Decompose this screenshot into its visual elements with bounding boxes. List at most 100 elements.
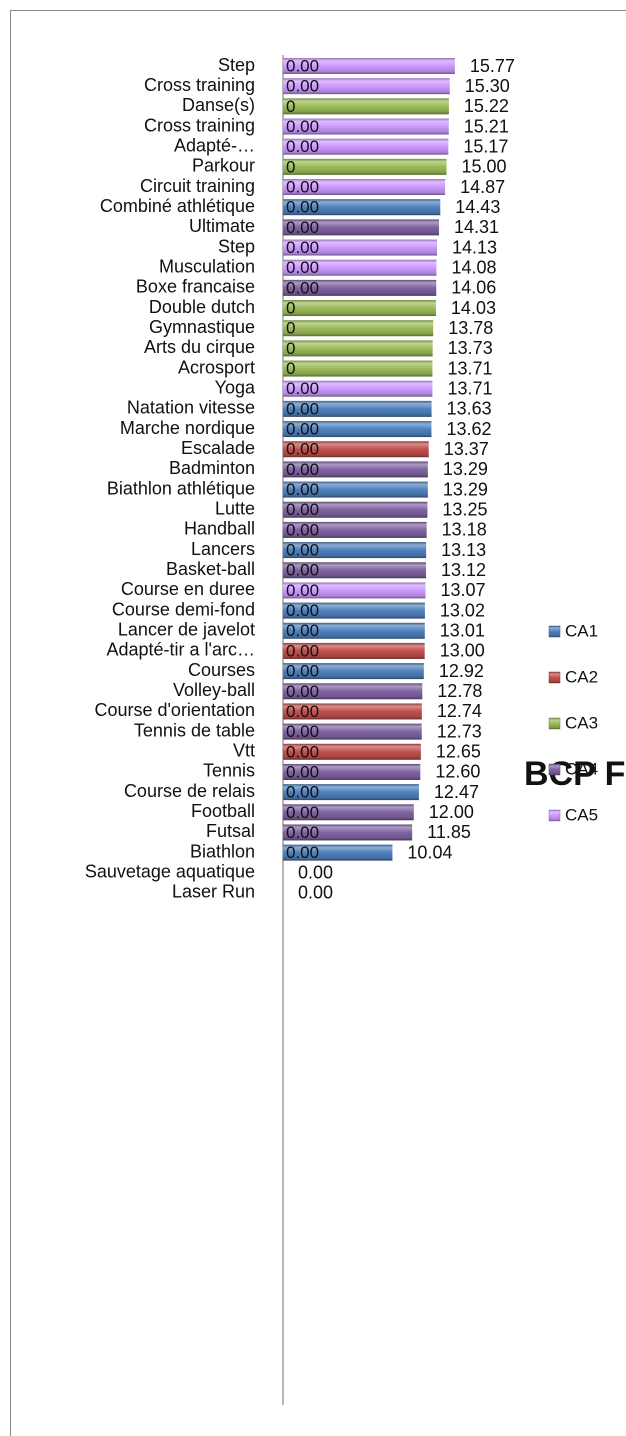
bar — [283, 279, 437, 296]
value-label: 13.25 — [442, 499, 487, 519]
bar-inner-label: 0.00 — [286, 117, 319, 136]
bar — [283, 663, 424, 680]
value-label: 13.73 — [448, 338, 493, 358]
category-label: Volley-ball — [173, 680, 255, 700]
bar-inner-label: 0.00 — [286, 762, 319, 781]
bar-inner-label: 0 — [286, 97, 295, 116]
bar — [283, 259, 437, 276]
bar — [283, 400, 432, 417]
category-label: Circuit training — [140, 176, 255, 196]
value-label: 12.47 — [434, 782, 479, 802]
value-label: 13.13 — [441, 540, 486, 560]
legend-swatch — [548, 671, 561, 684]
value-label: 12.65 — [436, 742, 481, 762]
value-label: 13.00 — [440, 641, 485, 661]
category-label: Lancer de javelot — [118, 620, 255, 640]
bar-inner-label: 0.00 — [286, 601, 319, 620]
value-label: 13.18 — [442, 520, 487, 540]
bar-inner-label: 0.00 — [286, 278, 319, 297]
bar — [283, 582, 426, 599]
bar-inner-label: 0 — [286, 359, 295, 378]
bar-inner-label: 0.00 — [286, 702, 319, 721]
category-label: Escalade — [181, 438, 255, 458]
category-label: Vtt — [233, 741, 255, 761]
value-label: 12.78 — [437, 681, 482, 701]
bar — [283, 723, 422, 740]
legend-label: CA2 — [565, 667, 598, 686]
category-label: Course en duree — [121, 579, 255, 599]
bar-inner-label: 0.00 — [286, 137, 319, 156]
value-label: 13.02 — [440, 600, 485, 620]
bar — [283, 622, 425, 639]
value-label: 14.13 — [452, 237, 497, 257]
bar — [283, 501, 428, 518]
value-label: 14.03 — [451, 298, 496, 318]
category-label: Sauvetage aquatique — [85, 862, 255, 882]
category-label: Double dutch — [149, 297, 255, 317]
bar-inner-label: 0.00 — [286, 722, 319, 741]
bar — [283, 804, 414, 821]
value-label: 13.01 — [440, 621, 485, 641]
category-label: Parkour — [192, 156, 255, 176]
bar-inner-label: 0.00 — [286, 56, 319, 75]
bar-inner-label: 0.00 — [286, 783, 319, 802]
legend-swatch — [548, 625, 561, 638]
bar — [283, 542, 427, 559]
bar — [283, 118, 449, 135]
value-label: 13.29 — [443, 459, 488, 479]
bar-inner-label: 0 — [286, 319, 295, 338]
bar — [283, 219, 439, 236]
legend-swatch — [548, 717, 561, 730]
value-label: 15.22 — [464, 96, 509, 116]
bar — [283, 158, 447, 175]
value-label: 12.60 — [435, 762, 480, 782]
bar-inner-label: 0 — [286, 157, 295, 176]
bar — [283, 360, 433, 377]
bar — [283, 78, 450, 95]
value-label: 13.62 — [446, 419, 491, 439]
value-label: 13.29 — [443, 479, 488, 499]
bar-inner-label: 0 — [286, 339, 295, 358]
value-label: 13.37 — [444, 439, 489, 459]
value-label: 13.78 — [448, 318, 493, 338]
bar-inner-label: 0.00 — [286, 803, 319, 822]
bar-inner-label: 0.00 — [286, 399, 319, 418]
value-label: 15.30 — [465, 76, 510, 96]
bar — [283, 642, 425, 659]
legend-swatch — [548, 763, 561, 776]
category-label: Marche nordique — [120, 418, 255, 438]
bar-inner-label: 0.00 — [286, 480, 319, 499]
bar — [283, 683, 423, 700]
value-label: 13.71 — [447, 378, 492, 398]
bar — [283, 521, 427, 538]
value-label: 0.00 — [298, 863, 333, 883]
bar-inner-label: 0.00 — [286, 460, 319, 479]
bar — [283, 300, 436, 317]
category-label: Step — [218, 236, 255, 256]
category-label: Course demi-fond — [112, 599, 255, 619]
category-label: Cross training — [144, 75, 255, 95]
bar — [283, 179, 446, 196]
category-label: Badminton — [169, 458, 255, 478]
value-label: 15.00 — [462, 157, 507, 177]
bar-inner-label: 0.00 — [286, 641, 319, 660]
category-label: Natation vitesse — [127, 398, 255, 418]
category-label: Ultimate — [189, 216, 255, 236]
category-label: Acrosport — [178, 357, 255, 377]
bar — [283, 602, 425, 619]
category-label: Yoga — [215, 377, 256, 397]
bar-inner-label: 0.00 — [286, 258, 319, 277]
category-label: Course d'orientation — [94, 700, 255, 720]
bar — [283, 844, 393, 861]
bar-inner-label: 0.00 — [286, 218, 319, 237]
bar-inner-label: 0.00 — [286, 843, 319, 862]
bar-inner-label: 0.00 — [286, 77, 319, 96]
bar — [283, 320, 434, 337]
bar-inner-label: 0.00 — [286, 662, 319, 681]
value-label: 14.06 — [451, 278, 496, 298]
category-label: Lancers — [191, 539, 255, 559]
value-label: 10.04 — [407, 842, 452, 862]
category-label: Football — [191, 801, 255, 821]
chart-frame — [10, 10, 626, 1436]
